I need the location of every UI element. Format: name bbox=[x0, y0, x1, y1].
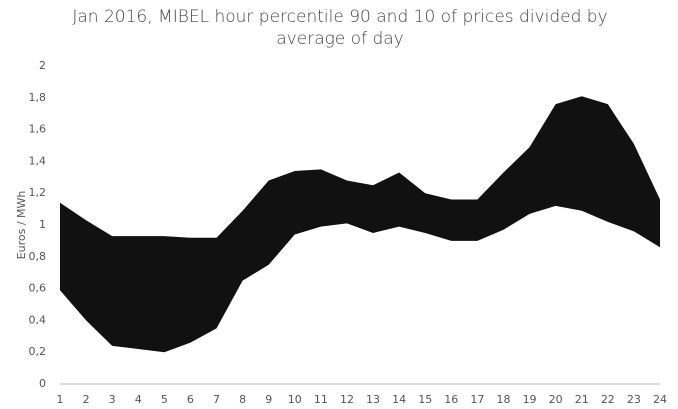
x-tick-label: 4 bbox=[135, 393, 142, 406]
x-tick-label: 8 bbox=[239, 393, 246, 406]
y-tick-label: 2 bbox=[39, 59, 46, 72]
x-tick-label: 5 bbox=[161, 393, 168, 406]
y-tick-label: 1,6 bbox=[29, 123, 47, 136]
x-tick-label: 20 bbox=[549, 393, 563, 406]
y-tick-label: 1,8 bbox=[29, 91, 47, 104]
y-tick-label: 1 bbox=[39, 218, 46, 231]
x-tick-label: 15 bbox=[418, 393, 432, 406]
x-tick-label: 3 bbox=[109, 393, 116, 406]
x-tick-label: 6 bbox=[187, 393, 194, 406]
y-tick-label: 0 bbox=[39, 377, 46, 390]
x-tick-label: 22 bbox=[601, 393, 615, 406]
y-tick-label: 0,4 bbox=[29, 313, 47, 326]
x-tick-label: 14 bbox=[392, 393, 406, 406]
x-tick-label: 21 bbox=[575, 393, 589, 406]
x-tick-label: 10 bbox=[288, 393, 302, 406]
y-tick-label: 0,2 bbox=[29, 345, 47, 358]
y-tick-label: 1,2 bbox=[29, 186, 47, 199]
x-tick-label: 1 bbox=[57, 393, 64, 406]
x-tick-label: 13 bbox=[366, 393, 380, 406]
y-tick-label: 0,8 bbox=[29, 250, 47, 263]
x-tick-label: 11 bbox=[314, 393, 328, 406]
band-area bbox=[60, 205, 660, 384]
x-tick-label: 16 bbox=[444, 393, 458, 406]
x-tick-label: 12 bbox=[340, 393, 354, 406]
x-tick-label: 2 bbox=[83, 393, 90, 406]
x-tick-label: 23 bbox=[627, 393, 641, 406]
x-tick-label: 17 bbox=[470, 393, 484, 406]
x-tick-label: 7 bbox=[213, 393, 220, 406]
chart-title: Jan 2016, MIBEL hour percentile 90 and 1… bbox=[72, 7, 608, 49]
x-tick-label: 18 bbox=[496, 393, 510, 406]
y-tick-label: 1,4 bbox=[29, 154, 47, 167]
y-axis-label: Euros / MWh bbox=[15, 191, 28, 260]
y-tick-label: 0,6 bbox=[29, 282, 47, 295]
x-tick-label: 24 bbox=[653, 393, 667, 406]
x-tick-label: 19 bbox=[523, 393, 537, 406]
x-tick-label: 9 bbox=[265, 393, 272, 406]
